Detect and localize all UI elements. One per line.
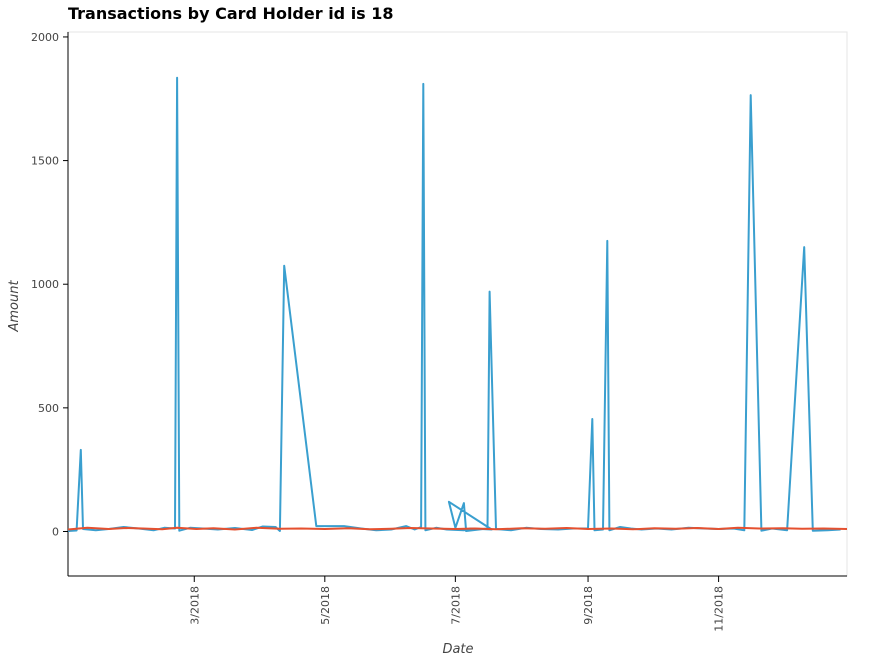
x-axis: 3/2018 5/2018 7/2018 9/2018 11/2018 [68, 575, 847, 632]
y-axis-title: Amount [7, 280, 22, 333]
series-layer [67, 76, 848, 532]
x-axis-title: Date [442, 642, 473, 657]
chart-title: Transactions by Card Holder id is 18 [68, 4, 394, 23]
plot-frame [67, 31, 848, 577]
x-tick-label: 5/2018 [319, 586, 332, 625]
y-tick-label: 1500 [31, 155, 59, 168]
x-tick-label: 7/2018 [449, 586, 462, 625]
series-line-1 [67, 76, 841, 532]
plot-border [67, 31, 848, 577]
x-tick-label: 9/2018 [582, 586, 595, 625]
y-tick-label: 1000 [31, 278, 59, 291]
series-line-2 [67, 526, 848, 531]
y-tick-label: 500 [38, 402, 59, 415]
x-tick-label: 3/2018 [188, 586, 201, 625]
y-tick-label: 2000 [31, 31, 59, 44]
y-tick-label: 0 [52, 525, 59, 538]
x-tick-label: 11/2018 [713, 586, 726, 632]
y-axis: 0 500 1000 1500 2000 [31, 31, 69, 576]
